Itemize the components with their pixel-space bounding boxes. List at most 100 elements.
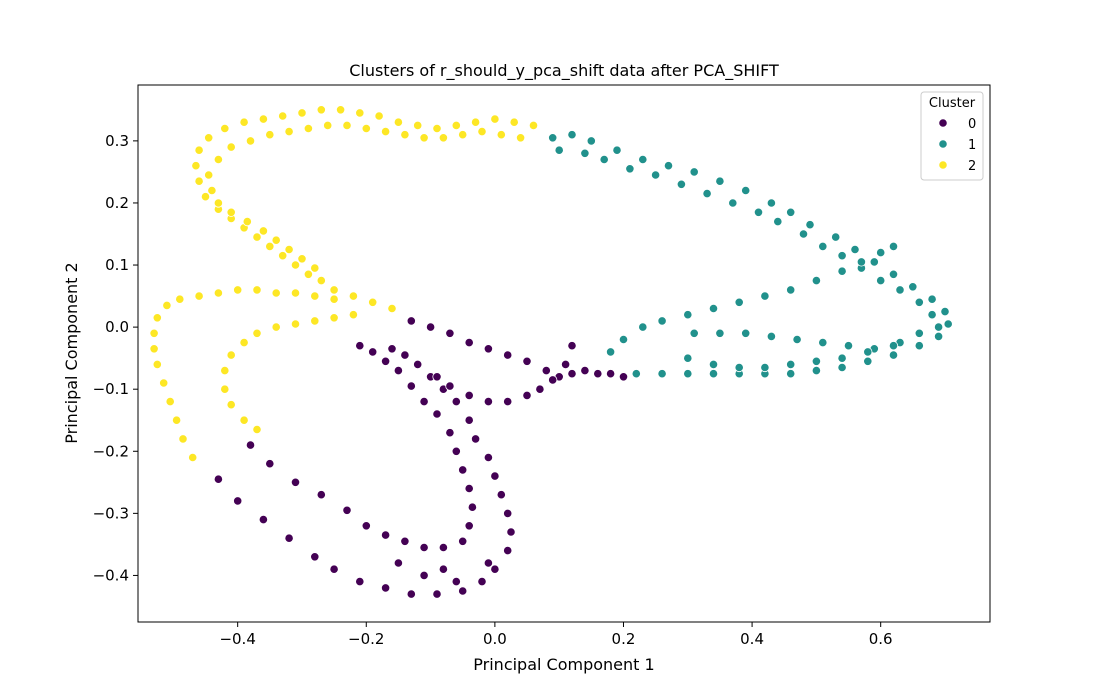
point-cluster-0-31: [342, 505, 352, 515]
point-cluster-1-54: [856, 257, 867, 267]
point-cluster-2-51: [213, 154, 223, 165]
point-cluster-2-62: [329, 294, 339, 304]
point-cluster-2-27: [278, 251, 288, 261]
point-cluster-1-40: [728, 198, 738, 208]
point-cluster-1-58: [760, 291, 770, 301]
point-cluster-0-52: [425, 322, 436, 332]
point-cluster-2-11: [316, 105, 326, 115]
point-cluster-0-28: [265, 459, 275, 469]
point-cluster-0-32: [361, 521, 371, 531]
point-cluster-2-72: [152, 313, 162, 323]
point-cluster-2-64: [290, 288, 301, 298]
point-cluster-2-3: [470, 117, 481, 127]
point-cluster-2-84: [290, 319, 301, 329]
point-cluster-1-2: [586, 136, 596, 146]
point-cluster-1-49: [914, 297, 924, 307]
point-cluster-2-87: [239, 337, 249, 348]
point-cluster-2-20: [194, 176, 204, 186]
point-cluster-2-79: [178, 434, 188, 444]
point-cluster-0-4: [310, 552, 320, 562]
point-cluster-2-49: [245, 136, 256, 146]
point-cluster-1-18: [940, 306, 950, 317]
point-cluster-0-50: [355, 341, 365, 351]
y-tick-label: 0.0: [105, 318, 129, 336]
point-cluster-2-21: [200, 192, 211, 202]
point-cluster-0-35: [419, 542, 429, 553]
point-cluster-0-74: [432, 372, 442, 382]
point-cluster-1-13: [850, 244, 860, 255]
point-cluster-1-41: [753, 207, 764, 217]
point-cluster-2-92: [239, 415, 249, 425]
point-cluster-2-56: [242, 217, 252, 227]
point-cluster-1-44: [818, 241, 828, 251]
point-cluster-1-71: [818, 337, 828, 348]
point-cluster-1-39: [702, 189, 712, 199]
point-cluster-0-17: [490, 471, 500, 481]
point-cluster-2-61: [310, 263, 320, 273]
legend-marker-1: [938, 139, 948, 149]
point-cluster-1-1: [567, 130, 577, 140]
point-cluster-0-39: [467, 502, 477, 512]
point-cluster-1-48: [895, 285, 905, 295]
point-cluster-1-23: [863, 356, 873, 366]
point-cluster-0-11: [477, 576, 487, 587]
point-cluster-0-2: [258, 514, 268, 525]
point-cluster-2-38: [458, 130, 468, 140]
point-cluster-0-27: [245, 440, 256, 450]
point-cluster-0-51: [406, 316, 416, 326]
point-cluster-1-33: [554, 145, 564, 155]
point-cluster-2-80: [188, 452, 198, 463]
point-cluster-1-25: [811, 365, 822, 376]
point-cluster-0-14: [506, 527, 516, 537]
point-cluster-2-12: [297, 108, 307, 118]
point-cluster-2-9: [355, 108, 365, 118]
x-tick-label: 0.2: [612, 630, 636, 648]
x-tick-label: 0.4: [740, 630, 764, 648]
point-cluster-2-6: [413, 120, 423, 131]
point-cluster-0-42: [451, 446, 461, 456]
point-cluster-2-73: [149, 328, 159, 338]
point-cluster-2-5: [432, 123, 442, 134]
point-cluster-1-64: [618, 334, 629, 345]
point-cluster-1-57: [786, 285, 796, 295]
point-cluster-1-4: [638, 154, 648, 165]
point-cluster-0-55: [483, 344, 493, 354]
point-cluster-0-26: [387, 344, 397, 354]
point-cluster-1-51: [933, 322, 944, 332]
point-cluster-2-30: [316, 275, 326, 286]
point-cluster-2-58: [271, 235, 281, 245]
point-cluster-2-8: [374, 111, 384, 121]
point-cluster-2-18: [194, 145, 204, 155]
point-cluster-0-38: [464, 521, 474, 531]
point-cluster-2-4: [451, 120, 461, 131]
point-cluster-2-1: [509, 117, 519, 127]
point-cluster-1-11: [805, 220, 815, 230]
point-cluster-2-32: [348, 291, 358, 301]
point-cluster-1-66: [689, 328, 699, 338]
point-cluster-2-76: [159, 378, 169, 388]
point-cluster-2-90: [220, 384, 230, 394]
point-cluster-0-44: [432, 409, 442, 419]
point-cluster-1-36: [625, 164, 635, 174]
legend-title: Cluster: [929, 96, 976, 111]
point-cluster-2-85: [271, 322, 281, 332]
point-cluster-0-8: [406, 589, 416, 599]
point-cluster-1-65: [605, 347, 616, 357]
point-cluster-1-22: [888, 350, 899, 360]
point-cluster-0-53: [445, 328, 455, 338]
point-cluster-2-82: [329, 313, 339, 323]
point-cluster-0-24: [413, 359, 423, 369]
point-cluster-0-65: [567, 341, 577, 351]
y-axis-ticks: −0.4 −0.3 −0.2 −0.1 0.0 0.1 0.2 0.3: [93, 132, 138, 584]
legend-box: [920, 91, 984, 181]
point-cluster-0-49: [368, 347, 378, 357]
point-cluster-2-16: [220, 123, 230, 134]
point-cluster-2-60: [297, 254, 307, 264]
x-tick-label: 0.0: [483, 630, 507, 648]
point-cluster-2-17: [204, 133, 214, 143]
point-cluster-1-6: [689, 167, 699, 177]
point-cluster-2-63: [310, 291, 320, 301]
point-cluster-1-61: [683, 310, 693, 320]
point-cluster-1-34: [580, 148, 590, 158]
